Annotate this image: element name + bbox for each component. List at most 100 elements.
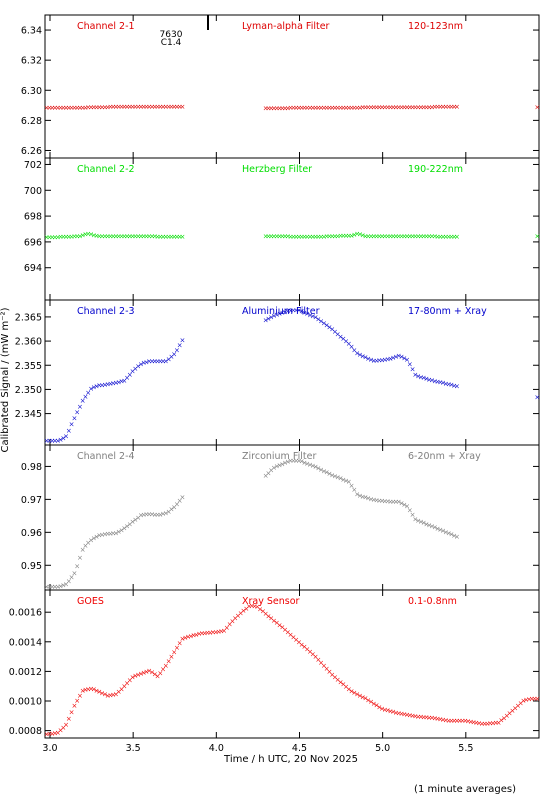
data-point: × [279,624,285,632]
data-point: × [171,351,177,359]
data-point: × [296,638,302,646]
data-point: × [46,583,52,591]
data-point: × [174,644,180,652]
y-tick-label: 702 [24,160,42,171]
data-point: × [174,346,180,354]
data-point: × [363,494,369,502]
data-point: × [338,333,344,341]
data-point: × [307,311,313,319]
data-point: × [116,103,122,111]
data-point: × [407,232,413,240]
data-point: × [141,511,147,519]
x-axis: 3.0 3.5 4.0 4.5 5.0 5.5 [42,743,473,754]
data-point: × [374,497,380,505]
data-point: × [460,717,466,725]
data-point: × [138,233,144,241]
data-point: × [290,633,296,641]
data-point: × [332,328,338,336]
data-point: × [340,232,346,240]
data-point: × [435,525,441,533]
data-point: × [410,103,416,111]
data-point: × [346,340,352,348]
data-point: × [163,357,169,365]
data-point: × [368,356,374,364]
data-point: × [315,316,321,324]
data-point: × [160,666,166,674]
y-tick-label: 0.0016 [9,608,42,619]
data-point: × [282,233,288,241]
data-point: × [102,530,108,538]
data-point: × [80,397,86,405]
data-point: × [277,461,283,469]
data-point: × [277,104,283,112]
panel-frame [44,299,540,446]
data-point: × [426,521,432,529]
data-point: × [360,693,366,701]
data-point: × [326,104,332,112]
data-point: × [501,714,507,722]
data-point: × [382,232,388,240]
data-point: × [94,232,100,240]
data-point: × [160,233,166,241]
data-point: × [224,624,230,632]
data-point: × [340,681,346,689]
data-point: × [119,232,125,240]
data-point: × [404,503,410,511]
band-label: 190-222nm [408,164,463,175]
data-point: × [135,103,141,111]
data-point: × [124,523,130,531]
data-point: × [119,103,125,111]
data-point: × [399,353,405,361]
data-point: × [274,233,280,241]
data-point: × [534,695,540,703]
data-point: × [315,104,321,112]
data-point: × [60,434,66,442]
data-point: × [310,104,316,112]
data-point: × [177,341,183,349]
panel-1: 6.26 6.28 6.30 6.32 6.34 Channel 2-1 Lyman-alp… [21,14,540,159]
data-point: × [407,506,413,514]
data-point: × [451,717,457,725]
data-point: × [69,709,75,717]
data-point: × [401,501,407,509]
data-point: × [174,500,180,508]
data-point: × [393,104,399,112]
data-point: × [96,103,102,111]
data-point: × [105,232,111,240]
data-point: × [91,686,97,694]
data-point: × [191,632,197,640]
data-point: × [60,233,66,241]
data-point: × [313,653,319,661]
data-point: × [338,678,344,686]
data-point: × [293,104,299,112]
data-point: × [199,630,205,638]
data-point: × [177,640,183,648]
data-point: × [55,233,61,241]
data-point: × [371,700,377,708]
data-point: × [44,731,50,739]
data-point: × [451,233,457,241]
data-point: × [254,603,260,611]
data-point: × [534,103,540,111]
data-point: × [69,573,75,581]
data-point: × [446,717,452,725]
data-point: × [424,714,430,722]
x-axis-label: Time / h UTC, 20 Nov 2025 [223,754,358,765]
panel-frame [44,157,540,301]
data-point: × [141,233,147,241]
data-point: × [448,103,454,111]
data-point: × [518,699,524,707]
data-point: × [476,720,482,728]
data-point: × [127,520,133,528]
data-point: × [85,685,91,693]
data-point: × [302,309,308,317]
data-point: × [105,103,111,111]
data-point: × [282,459,288,467]
data-point: × [152,103,158,111]
data-point: × [321,104,327,112]
data-point: × [496,719,502,727]
data-point: × [85,104,91,112]
data-point: × [426,233,432,241]
data-point: × [396,352,402,360]
data-point: × [293,457,299,465]
